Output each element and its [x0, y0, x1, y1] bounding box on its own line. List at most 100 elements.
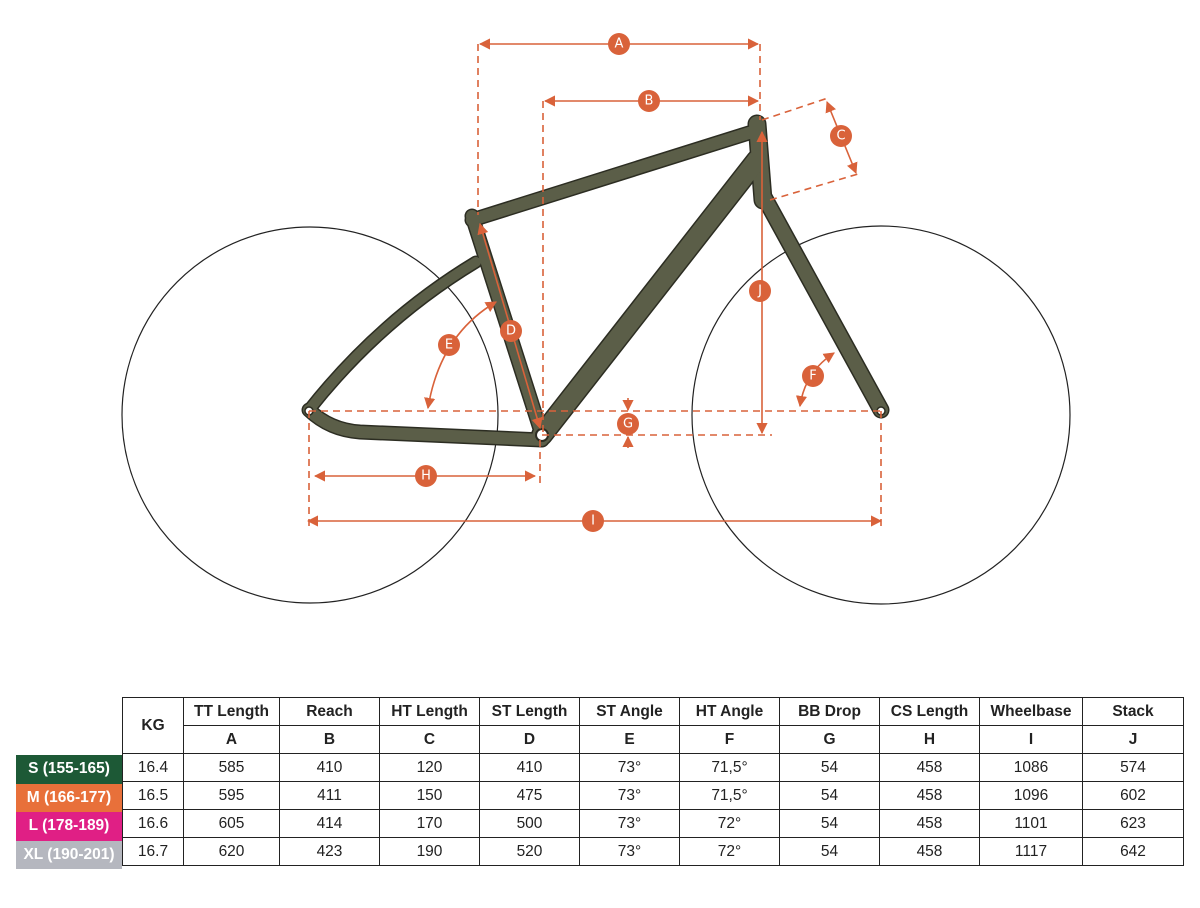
dim-label-c: C	[830, 125, 852, 147]
table-cell: 642	[1082, 837, 1184, 866]
table-cell: 410	[479, 753, 580, 782]
dim-label-i: I	[582, 510, 604, 532]
cell-kg: 16.7	[122, 837, 184, 866]
svg-text:D: D	[506, 324, 516, 339]
table-cell: 423	[279, 837, 380, 866]
table-row: 16.6 605 414 170 500 73° 72° 54 458 1101 623	[122, 809, 1184, 838]
table-cell: 72°	[679, 809, 780, 838]
geometry-table: KG TT Length Reach HT Length ST Length ST Ang…	[122, 697, 1184, 866]
table-cell: 120	[379, 753, 480, 782]
svg-text:H: H	[421, 469, 431, 484]
dim-label-e: E	[438, 334, 460, 356]
header-row-names: KG TT Length Reach HT Length ST Length ST Ang…	[122, 697, 1184, 754]
dim-label-d: D	[500, 320, 522, 342]
bike-geometry-diagram: A B C D E F G H I J	[121, 33, 1071, 605]
table-cell: 1117	[979, 837, 1083, 866]
table-cell: 150	[379, 781, 480, 810]
dim-label-h: H	[415, 465, 437, 487]
table-cell: 54	[779, 781, 880, 810]
column-header: BB Drop	[779, 697, 880, 726]
column-header: Stack	[1082, 697, 1184, 726]
table-cell: 500	[479, 809, 580, 838]
table-cell: 1101	[979, 809, 1083, 838]
svg-text:B: B	[645, 94, 654, 109]
dim-label-j: J	[749, 280, 771, 302]
cell-kg: 16.5	[122, 781, 184, 810]
front-wheel	[691, 225, 1071, 605]
dim-label-a: A	[608, 33, 630, 55]
column-header: TT Length	[183, 697, 280, 726]
dim-label-f: F	[802, 365, 824, 387]
cell-kg: 16.4	[122, 753, 184, 782]
column-letter: D	[479, 725, 580, 754]
table-cell: 410	[279, 753, 380, 782]
table-row: 16.7 620 423 190 520 73° 72° 54 458 1117 642	[122, 837, 1184, 866]
table-cell: 458	[879, 781, 980, 810]
table-cell: 411	[279, 781, 380, 810]
table-cell: 73°	[579, 837, 680, 866]
bike-frame	[301, 114, 890, 448]
column-header: CS Length	[879, 697, 980, 726]
table-cell: 54	[779, 809, 880, 838]
table-cell: 475	[479, 781, 580, 810]
table-cell: 620	[183, 837, 280, 866]
table-row: 16.4 585 410 120 410 73° 71,5° 54 458 1086 574	[122, 753, 1184, 782]
column-header: HT Length	[379, 697, 480, 726]
svg-text:E: E	[445, 338, 453, 353]
svg-text:I: I	[591, 514, 595, 529]
column-letter: H	[879, 725, 980, 754]
table-cell: 458	[879, 809, 980, 838]
svg-text:G: G	[623, 417, 633, 432]
column-letter: B	[279, 725, 380, 754]
table-cell: 602	[1082, 781, 1184, 810]
size-labels: S (155-165) M (166-177) L (178-189) XL (…	[16, 755, 122, 869]
table-cell: 71,5°	[679, 781, 780, 810]
column-letter: A	[183, 725, 280, 754]
table-cell: 72°	[679, 837, 780, 866]
table-cell: 1096	[979, 781, 1083, 810]
cell-kg: 16.6	[122, 809, 184, 838]
dim-label-b: B	[638, 90, 660, 112]
svg-text:C: C	[836, 129, 845, 144]
dim-label-g: G	[617, 413, 639, 435]
column-letter: F	[679, 725, 780, 754]
table-cell: 595	[183, 781, 280, 810]
table-cell: 520	[479, 837, 580, 866]
table-cell: 1086	[979, 753, 1083, 782]
column-letter: C	[379, 725, 480, 754]
table-cell: 54	[779, 837, 880, 866]
table-cell: 585	[183, 753, 280, 782]
table-cell: 73°	[579, 753, 680, 782]
table-cell: 458	[879, 837, 980, 866]
column-header: ST Angle	[579, 697, 680, 726]
size-label-xl: XL (190-201)	[16, 840, 122, 869]
column-header-kg: KG	[122, 697, 184, 754]
size-label-s: S (155-165)	[16, 755, 122, 784]
table-cell: 605	[183, 809, 280, 838]
size-label-l: L (178-189)	[16, 812, 122, 841]
column-letter: G	[779, 725, 880, 754]
size-label-m: M (166-177)	[16, 783, 122, 812]
table-cell: 73°	[579, 809, 680, 838]
column-header: HT Angle	[679, 697, 780, 726]
column-letter: J	[1082, 725, 1184, 754]
table-cell: 73°	[579, 781, 680, 810]
table-cell: 71,5°	[679, 753, 780, 782]
table-cell: 414	[279, 809, 380, 838]
table-cell: 574	[1082, 753, 1184, 782]
table-cell: 190	[379, 837, 480, 866]
table-cell: 458	[879, 753, 980, 782]
table-cell: 170	[379, 809, 480, 838]
dimension-lines	[306, 38, 883, 530]
table-cell: 54	[779, 753, 880, 782]
column-header: Reach	[279, 697, 380, 726]
svg-text:J: J	[757, 284, 762, 299]
table-row: 16.5 595 411 150 475 73° 71,5° 54 458 1096 602	[122, 781, 1184, 810]
column-letter: I	[979, 725, 1083, 754]
column-header: ST Length	[479, 697, 580, 726]
svg-text:F: F	[809, 369, 816, 384]
table-cell: 623	[1082, 809, 1184, 838]
column-header: Wheelbase	[979, 697, 1083, 726]
column-letter: E	[579, 725, 680, 754]
